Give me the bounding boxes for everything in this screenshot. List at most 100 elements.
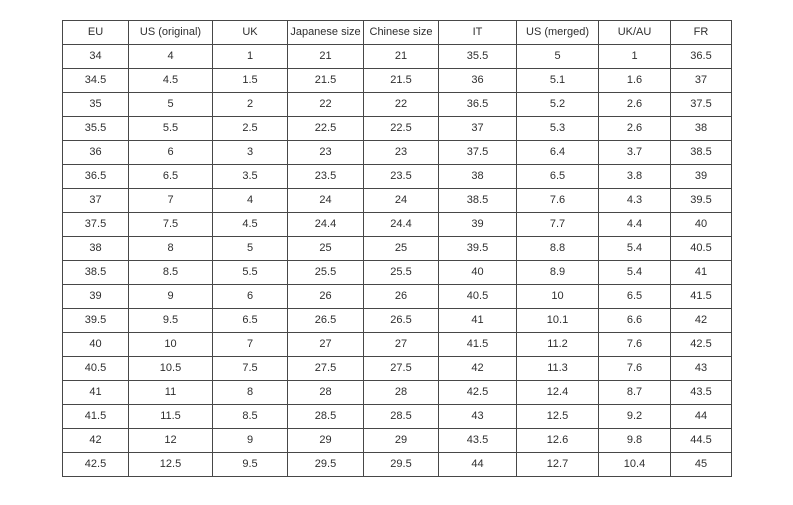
table-cell: 7.5 bbox=[212, 356, 288, 381]
table-cell: 38.5 bbox=[62, 260, 129, 285]
table-row: 38.5 8.5 5.5 25.5 25.5 40 8.9 5.4 41 bbox=[62, 260, 732, 285]
table-cell: 40 bbox=[62, 332, 129, 357]
table-cell: 1.6 bbox=[598, 68, 671, 93]
table-cell: 6.4 bbox=[516, 140, 599, 165]
table-cell: 26 bbox=[363, 284, 439, 309]
table-row: 40.5 10.5 7.5 27.5 27.5 42 11.3 7.6 43 bbox=[62, 356, 732, 381]
table-cell: 21 bbox=[287, 44, 364, 69]
table-cell: 25.5 bbox=[287, 260, 364, 285]
table-cell: 4 bbox=[212, 188, 288, 213]
table-cell: 41 bbox=[438, 308, 517, 333]
table-cell: 7.7 bbox=[516, 212, 599, 237]
table-cell: 29 bbox=[287, 428, 364, 453]
table-cell: 25 bbox=[363, 236, 439, 261]
table-cell: 38 bbox=[670, 116, 732, 141]
table-cell: 7.6 bbox=[516, 188, 599, 213]
table-cell: 29 bbox=[363, 428, 439, 453]
table-cell: 39.5 bbox=[62, 308, 129, 333]
table-cell: 41 bbox=[62, 380, 129, 405]
table-cell: 43.5 bbox=[670, 380, 732, 405]
table-cell: 35.5 bbox=[438, 44, 517, 69]
table-cell: 25 bbox=[287, 236, 364, 261]
table-cell: 36 bbox=[62, 140, 129, 165]
table-cell: 12.5 bbox=[516, 404, 599, 429]
table-cell: 26 bbox=[287, 284, 364, 309]
table-cell: 5 bbox=[128, 92, 213, 117]
table-cell: 37.5 bbox=[438, 140, 517, 165]
table-cell: 28 bbox=[363, 380, 439, 405]
table-cell: 41.5 bbox=[438, 332, 517, 357]
table-cell: 8.5 bbox=[128, 260, 213, 285]
table-cell: 36.5 bbox=[62, 164, 129, 189]
table-cell: 3.5 bbox=[212, 164, 288, 189]
table-cell: 9.2 bbox=[598, 404, 671, 429]
table-cell: 6.5 bbox=[128, 164, 213, 189]
table-cell: 40 bbox=[438, 260, 517, 285]
table-cell: 22 bbox=[363, 92, 439, 117]
table-cell: 5.3 bbox=[516, 116, 599, 141]
table-cell: 37 bbox=[62, 188, 129, 213]
table-row: 37.5 7.5 4.5 24.4 24.4 39 7.7 4.4 40 bbox=[62, 212, 732, 237]
table-cell: 5 bbox=[212, 236, 288, 261]
table-cell: 42 bbox=[670, 308, 732, 333]
table-cell: 38.5 bbox=[670, 140, 732, 165]
table-cell: 37.5 bbox=[62, 212, 129, 237]
table-cell: 22.5 bbox=[363, 116, 439, 141]
table-cell: 29.5 bbox=[363, 452, 439, 477]
table-cell: 24 bbox=[287, 188, 364, 213]
table-row: 38 8 5 25 25 39.5 8.8 5.4 40.5 bbox=[62, 236, 732, 261]
table-cell: 5.1 bbox=[516, 68, 599, 93]
column-header: UK bbox=[212, 20, 288, 45]
table-row: 42 12 9 29 29 43.5 12.6 9.8 44.5 bbox=[62, 428, 732, 453]
table-cell: 12.5 bbox=[128, 452, 213, 477]
table-cell: 27.5 bbox=[287, 356, 364, 381]
table-cell: 43 bbox=[438, 404, 517, 429]
table-cell: 34 bbox=[62, 44, 129, 69]
table-row: 34 4 1 21 21 35.5 5 1 36.5 bbox=[62, 44, 732, 69]
table-cell: 35 bbox=[62, 92, 129, 117]
table-cell: 43.5 bbox=[438, 428, 517, 453]
table-cell: 6.6 bbox=[598, 308, 671, 333]
table-cell: 12.7 bbox=[516, 452, 599, 477]
table-cell: 12.4 bbox=[516, 380, 599, 405]
table-cell: 10 bbox=[516, 284, 599, 309]
table-cell: 26.5 bbox=[287, 308, 364, 333]
table-cell: 37 bbox=[438, 116, 517, 141]
table-cell: 37 bbox=[670, 68, 732, 93]
table-cell: 2 bbox=[212, 92, 288, 117]
size-table-container: EU US (original) UK Japanese size Chinese si… bbox=[62, 20, 732, 477]
table-cell: 11.3 bbox=[516, 356, 599, 381]
table-cell: 2.6 bbox=[598, 92, 671, 117]
table-cell: 38.5 bbox=[438, 188, 517, 213]
table-cell: 35.5 bbox=[62, 116, 129, 141]
table-cell: 43 bbox=[670, 356, 732, 381]
table-cell: 42.5 bbox=[62, 452, 129, 477]
table-cell: 3 bbox=[212, 140, 288, 165]
table-cell: 8.9 bbox=[516, 260, 599, 285]
table-cell: 28 bbox=[287, 380, 364, 405]
table-cell: 9.5 bbox=[212, 452, 288, 477]
table-cell: 2.6 bbox=[598, 116, 671, 141]
table-row: 35.5 5.5 2.5 22.5 22.5 37 5.3 2.6 38 bbox=[62, 116, 732, 141]
table-cell: 3.7 bbox=[598, 140, 671, 165]
table-row: 41 11 8 28 28 42.5 12.4 8.7 43.5 bbox=[62, 380, 732, 405]
column-header: IT bbox=[438, 20, 517, 45]
table-cell: 6.5 bbox=[516, 164, 599, 189]
table-cell: 6 bbox=[128, 140, 213, 165]
column-header: FR bbox=[670, 20, 732, 45]
table-cell: 23 bbox=[287, 140, 364, 165]
table-cell: 7.6 bbox=[598, 356, 671, 381]
table-cell: 10.1 bbox=[516, 308, 599, 333]
table-row: 42.5 12.5 9.5 29.5 29.5 44 12.7 10.4 45 bbox=[62, 452, 732, 477]
table-cell: 7.6 bbox=[598, 332, 671, 357]
table-cell: 39.5 bbox=[438, 236, 517, 261]
column-header: UK/AU bbox=[598, 20, 671, 45]
table-cell: 27 bbox=[287, 332, 364, 357]
table-cell: 41.5 bbox=[62, 404, 129, 429]
table-cell: 1 bbox=[212, 44, 288, 69]
table-cell: 21 bbox=[363, 44, 439, 69]
table-cell: 5.5 bbox=[212, 260, 288, 285]
column-header: Chinese size bbox=[363, 20, 439, 45]
column-header: US (merged) bbox=[516, 20, 599, 45]
